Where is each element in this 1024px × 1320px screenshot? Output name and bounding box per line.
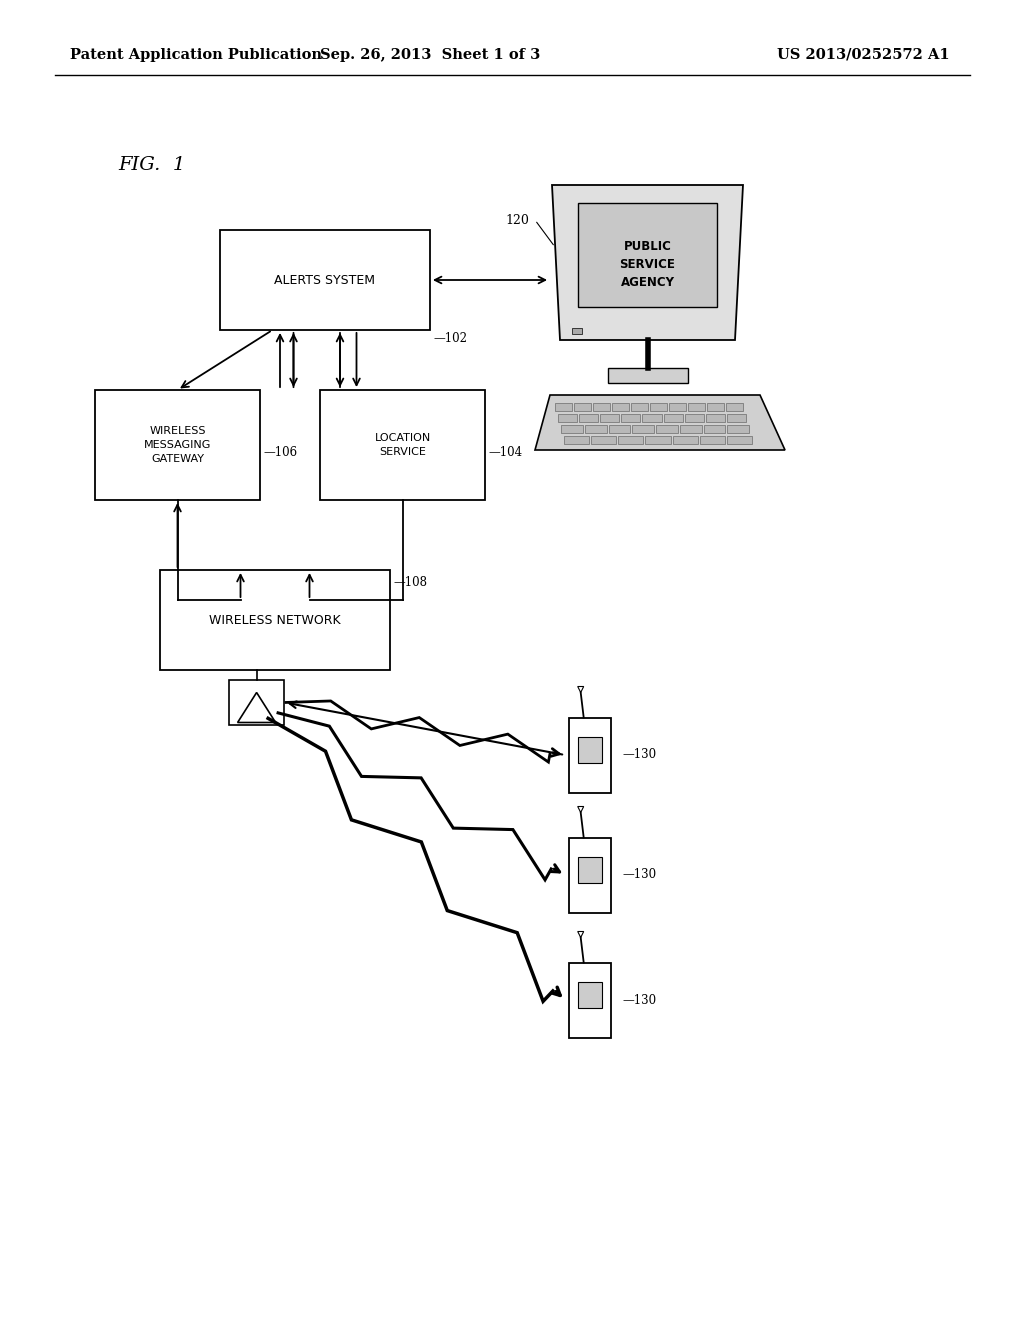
Text: —106: —106 — [263, 446, 297, 459]
Text: —130: —130 — [622, 748, 656, 762]
Bar — [632, 425, 654, 433]
Bar — [622, 414, 640, 422]
Bar — [593, 403, 610, 411]
Bar — [561, 425, 583, 433]
Bar — [673, 436, 697, 444]
Bar — [580, 414, 598, 422]
Bar — [608, 425, 630, 433]
Text: —130: —130 — [622, 994, 656, 1006]
Bar — [578, 203, 717, 308]
Text: WIRELESS NETWORK: WIRELESS NETWORK — [209, 614, 341, 627]
Polygon shape — [578, 807, 584, 813]
Bar — [688, 403, 705, 411]
Bar — [95, 389, 260, 500]
Bar — [612, 403, 629, 411]
Bar — [569, 718, 611, 792]
Bar — [600, 414, 620, 422]
Polygon shape — [552, 185, 743, 341]
Bar — [642, 414, 662, 422]
Text: Sep. 26, 2013  Sheet 1 of 3: Sep. 26, 2013 Sheet 1 of 3 — [319, 48, 540, 62]
Bar — [680, 425, 701, 433]
Bar — [707, 403, 724, 411]
Text: US 2013/0252572 A1: US 2013/0252572 A1 — [777, 48, 950, 62]
Text: FIG.  1: FIG. 1 — [118, 156, 185, 174]
Bar — [664, 414, 683, 422]
Bar — [574, 403, 591, 411]
Bar — [585, 425, 606, 433]
Bar — [727, 425, 749, 433]
Polygon shape — [238, 693, 275, 722]
Bar — [607, 368, 687, 383]
Bar — [569, 962, 611, 1038]
Text: PUBLIC
SERVICE
AGENCY: PUBLIC SERVICE AGENCY — [620, 239, 676, 289]
Bar — [727, 414, 746, 422]
Bar — [558, 414, 578, 422]
Text: ALERTS SYSTEM: ALERTS SYSTEM — [274, 273, 376, 286]
Bar — [685, 414, 703, 422]
Text: WIRELESS
MESSAGING
GATEWAY: WIRELESS MESSAGING GATEWAY — [143, 426, 211, 465]
Bar — [703, 425, 725, 433]
Bar — [579, 737, 601, 763]
Bar — [699, 436, 725, 444]
Bar — [319, 389, 485, 500]
Bar — [160, 570, 390, 671]
Text: 120: 120 — [505, 214, 528, 227]
Bar — [555, 403, 572, 411]
Text: —108: —108 — [393, 576, 427, 589]
Polygon shape — [535, 395, 785, 450]
Polygon shape — [578, 686, 584, 693]
Bar — [618, 436, 643, 444]
Text: —104: —104 — [488, 446, 522, 459]
Text: —130: —130 — [622, 869, 656, 882]
Bar — [669, 403, 686, 411]
Bar — [650, 403, 667, 411]
Bar — [572, 327, 582, 334]
Bar — [229, 680, 284, 725]
Bar — [726, 403, 743, 411]
Bar — [727, 436, 752, 444]
Text: LOCATION
SERVICE: LOCATION SERVICE — [375, 433, 431, 457]
Polygon shape — [578, 932, 584, 937]
Bar — [591, 436, 616, 444]
Bar — [631, 403, 648, 411]
Bar — [564, 436, 589, 444]
Text: Patent Application Publication: Patent Application Publication — [70, 48, 322, 62]
Bar — [579, 857, 601, 883]
Bar — [645, 436, 671, 444]
Bar — [569, 837, 611, 912]
Bar — [220, 230, 430, 330]
Bar — [706, 414, 725, 422]
Bar — [656, 425, 678, 433]
Text: —102: —102 — [433, 331, 467, 345]
Bar — [579, 982, 601, 1008]
